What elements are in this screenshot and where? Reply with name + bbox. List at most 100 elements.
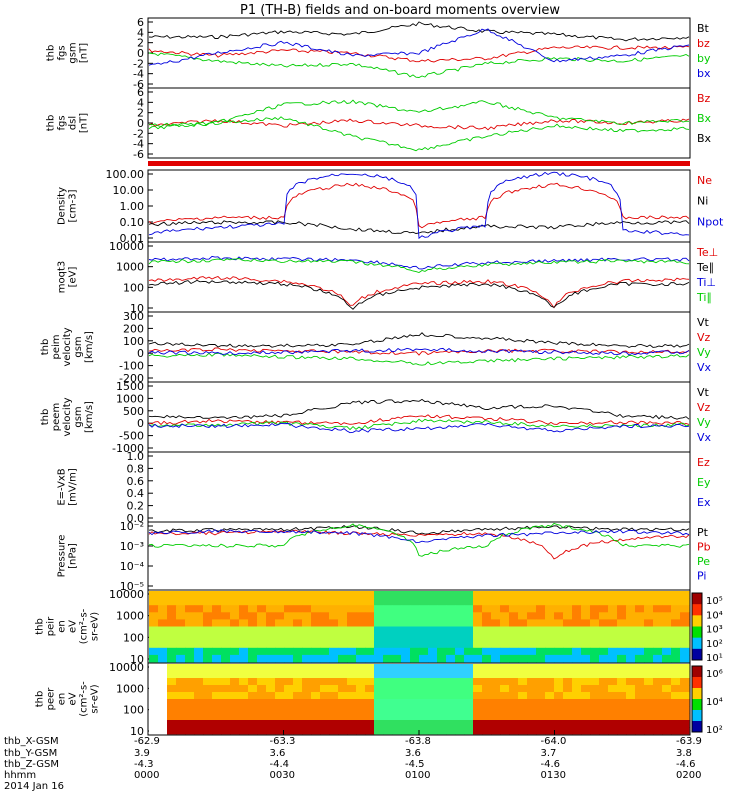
- spectrogram-cell: [608, 664, 618, 672]
- spectrogram-cell: [635, 654, 645, 663]
- spectrogram-cell: [608, 678, 618, 686]
- spectrogram-cell: [536, 727, 546, 735]
- spectrogram-cell: [194, 654, 204, 663]
- series-by: [148, 52, 690, 78]
- spectrogram-cell: [338, 605, 348, 613]
- spectrogram-cell: [464, 706, 474, 714]
- spectrogram-cell: [311, 633, 321, 642]
- spectrogram-cell: [644, 654, 654, 663]
- y-tick-label: 1.0: [127, 450, 145, 463]
- legend-ex: Ex: [697, 496, 711, 509]
- spectrogram-cell: [275, 612, 285, 620]
- spectrogram-cell: [644, 685, 654, 693]
- spectrogram-cell: [581, 720, 591, 728]
- spectrogram-cell: [626, 626, 636, 634]
- spectrogram-cell: [437, 640, 447, 649]
- spectrogram-cell: [221, 619, 231, 627]
- y-tick-label: 1000: [116, 392, 144, 405]
- spectrogram-cell: [545, 664, 555, 672]
- spectrogram-cell: [608, 605, 618, 613]
- spectrogram-cell: [401, 671, 411, 679]
- spectrogram-cell: [266, 699, 276, 707]
- spectrogram-cell: [590, 706, 600, 714]
- spectrogram-cell: [527, 598, 537, 606]
- spectrogram-cell: [221, 612, 231, 620]
- spectrogram-cell: [230, 678, 240, 686]
- spectrogram-cell: [554, 671, 564, 679]
- spectrogram-cell: [644, 720, 654, 728]
- spectrogram-cell: [374, 619, 384, 627]
- spectrogram-cell: [203, 706, 213, 714]
- spectrogram-cell: [419, 720, 429, 728]
- y-axis-label: eV: [68, 620, 79, 633]
- spectrogram-cell: [563, 671, 573, 679]
- y-axis-label: velocity: [62, 397, 73, 436]
- spectrogram-cell: [473, 727, 483, 735]
- spectrogram-cell: [662, 678, 672, 686]
- spectrogram-cell: [662, 619, 672, 627]
- y-tick-label: 1500: [116, 380, 144, 393]
- spectrogram-cell: [662, 633, 672, 642]
- spectrogram-cell: [248, 720, 258, 728]
- spectrogram-cell: [284, 612, 294, 620]
- spectrogram-cell: [176, 605, 186, 613]
- spectrogram-cell: [491, 664, 501, 672]
- spectrogram-cell: [212, 699, 222, 707]
- spectrogram-cell: [581, 626, 591, 634]
- spectrogram-cell: [455, 619, 465, 627]
- spectrogram-cell: [635, 619, 645, 627]
- spectrogram-cell: [401, 727, 411, 735]
- spectrogram-cell: [158, 647, 168, 656]
- spectrogram-cell: [545, 626, 555, 634]
- spectrogram-cell: [437, 647, 447, 656]
- spectrogram-cell: [203, 671, 213, 679]
- spectrogram-cell: [455, 654, 465, 663]
- spectrogram-cell: [518, 619, 528, 627]
- y-axis-label: gsm: [73, 336, 84, 357]
- spectrogram-cell: [581, 598, 591, 606]
- spectrogram-cell: [311, 692, 321, 700]
- spectrogram-cell: [329, 612, 339, 620]
- spectrogram-cell: [509, 720, 519, 728]
- spectrogram-cell: [653, 671, 663, 679]
- spectrogram-cell: [572, 713, 582, 721]
- spectrogram-cell: [239, 619, 249, 627]
- spectrogram-cell: [347, 699, 357, 707]
- spectrogram-cell: [581, 706, 591, 714]
- spectrogram-cell: [302, 685, 312, 693]
- legend-ey: Ey: [697, 476, 711, 489]
- panel-frame: [147, 241, 691, 313]
- spectrogram-cell: [617, 605, 627, 613]
- y-axis-label: [km/s]: [84, 401, 95, 433]
- spectrogram-cell: [266, 640, 276, 649]
- spectrogram-cell: [527, 727, 537, 735]
- spectrogram-cell: [338, 647, 348, 656]
- spectrogram-cell: [392, 664, 402, 672]
- spectrogram-cell: [563, 720, 573, 728]
- spectrogram-cell: [320, 647, 330, 656]
- spectrogram-cell: [455, 678, 465, 686]
- spectrogram-cell: [257, 626, 267, 634]
- spectrogram-cell: [374, 720, 384, 728]
- spectrogram-cell: [302, 664, 312, 672]
- spectrogram-cell: [563, 598, 573, 606]
- spectrogram-cell: [500, 598, 510, 606]
- spectrogram-cell: [662, 685, 672, 693]
- spectrogram-cell: [518, 699, 528, 707]
- panel-peer: 10000 1000 100 10 thb peer en eV (cm²-s-sr-eV) 10…: [35, 661, 723, 738]
- spectrogram-cell: [266, 678, 276, 686]
- colorbar-segment: [692, 677, 702, 689]
- spectrogram-cell: [374, 612, 384, 620]
- spectrogram-cell: [545, 713, 555, 721]
- spectrogram-cell: [257, 664, 267, 672]
- x-tick-z: -4.6: [676, 759, 696, 770]
- spectrogram-cell: [491, 647, 501, 656]
- y-tick-label: 4: [137, 96, 144, 109]
- spectrogram-cell: [320, 664, 330, 672]
- spectrogram-cell: [392, 671, 402, 679]
- legend-vt: Vt: [697, 316, 710, 329]
- spectrogram-cell: [437, 727, 447, 735]
- legend-vx: Vx: [697, 361, 712, 374]
